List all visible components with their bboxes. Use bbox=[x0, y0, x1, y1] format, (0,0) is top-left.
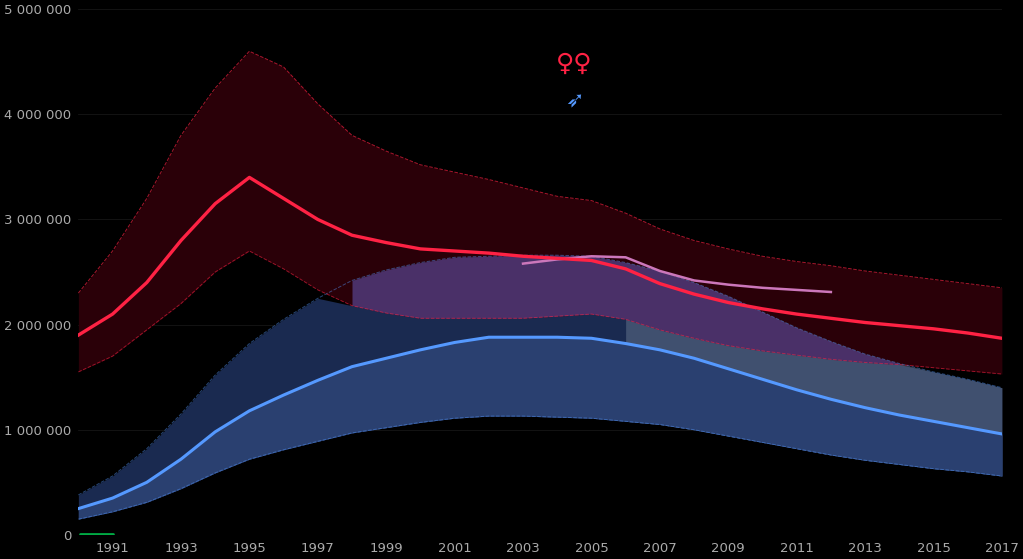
Text: ➶: ➶ bbox=[565, 92, 584, 112]
Text: ♀♀: ♀♀ bbox=[557, 52, 592, 76]
